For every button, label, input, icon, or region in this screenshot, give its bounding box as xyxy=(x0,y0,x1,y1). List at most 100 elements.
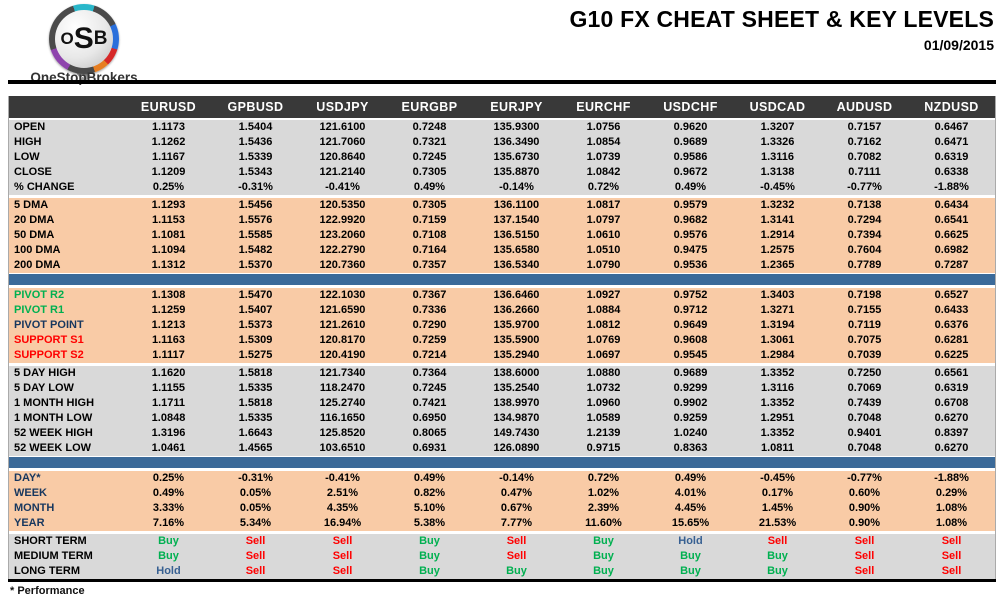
table-cell: 1.5818 xyxy=(238,367,273,379)
table-cell: 0.7162 xyxy=(847,136,882,148)
table-cell: 0.7214 xyxy=(412,349,447,361)
table-cell: 136.3490 xyxy=(493,136,540,148)
blue-divider xyxy=(9,274,995,285)
row-label: 200 DMA xyxy=(14,259,61,271)
column-header: USDCHF xyxy=(663,100,718,114)
table-cell: 0.8397 xyxy=(934,427,969,439)
column-header: EURCHF xyxy=(576,100,631,114)
table-cell: Buy xyxy=(419,565,440,577)
table-row: 20 DMA 1.1153 1.5576 122.9920 0.7159 137.1540… xyxy=(9,213,995,228)
table-row: LOW 1.1167 1.5339 120.8640 0.7245 135.6730 1.0… xyxy=(9,150,995,165)
table-cell: 1.3116 xyxy=(760,151,795,163)
masthead: G10 FX CHEAT SHEET & KEY LEVELS 01/09/20… xyxy=(569,6,994,53)
row-label: 100 DMA xyxy=(14,244,61,256)
table-cell: -0.77% xyxy=(847,472,882,484)
table-cell: 1.5339 xyxy=(238,151,273,163)
table-cell: 0.82% xyxy=(413,487,446,499)
table-cell: 1.0884 xyxy=(586,304,621,316)
table-cell: 1.2365 xyxy=(760,259,795,271)
column-header: USDJPY xyxy=(316,100,369,114)
table-cell: 0.7248 xyxy=(412,121,447,133)
table-cell: 1.3352 xyxy=(760,427,795,439)
column-header: AUDUSD xyxy=(836,100,893,114)
row-label: HIGH xyxy=(14,136,42,148)
column-header: NZDUSD xyxy=(924,100,979,114)
table-cell: 0.90% xyxy=(848,502,881,514)
table-cell: -0.45% xyxy=(760,181,795,193)
row-label: LONG TERM xyxy=(14,565,80,577)
table-cell: 0.6708 xyxy=(934,397,969,409)
table-cell: 1.1620 xyxy=(151,367,186,379)
table-cell: 0.7082 xyxy=(847,151,882,163)
logo-letter: O xyxy=(60,29,74,48)
table-cell: Buy xyxy=(158,535,179,547)
table-cell: Buy xyxy=(767,565,788,577)
table-row: DAY* 0.25% -0.31% -0.41% 0.49% -0.14% 0.72% 0.4… xyxy=(9,471,995,486)
table-cell: 120.8170 xyxy=(319,334,366,346)
table-cell: 1.0589 xyxy=(586,412,621,424)
table-cell: 0.9689 xyxy=(673,367,708,379)
table-cell: Hold xyxy=(678,535,703,547)
table-cell: 0.6338 xyxy=(934,166,969,178)
table-cell: 1.0610 xyxy=(586,229,621,241)
table-cell: 1.02% xyxy=(587,487,620,499)
row-label: OPEN xyxy=(14,121,46,133)
table-cell: 1.3232 xyxy=(760,199,795,211)
table-cell: 1.5818 xyxy=(238,397,273,409)
table-cell: 1.2575 xyxy=(760,244,795,256)
table-cell: -0.14% xyxy=(499,472,534,484)
table-cell: 1.6643 xyxy=(238,427,273,439)
row-label: PIVOT POINT xyxy=(14,319,84,331)
row-label: PIVOT R1 xyxy=(14,304,65,316)
table-row: 50 DMA 1.1081 1.5585 123.2060 0.7108 136.5150… xyxy=(9,228,995,243)
table-row: PIVOT R2 1.1308 1.5470 122.1030 0.7367 136.64… xyxy=(9,288,995,303)
table-cell: 0.6527 xyxy=(934,289,969,301)
table-cell: 137.1540 xyxy=(493,214,540,226)
row-label: 20 DMA xyxy=(14,214,55,226)
table-row: MEDIUM TERM Buy Sell Sell Buy Sell Buy Buy Buy Se… xyxy=(9,549,995,564)
table-cell: 122.1030 xyxy=(319,289,366,301)
table-cell: 0.6931 xyxy=(412,442,447,454)
table-cell: 0.25% xyxy=(152,472,185,484)
table-cell: 1.2139 xyxy=(586,427,621,439)
table-cell: 1.0739 xyxy=(586,151,621,163)
table-cell: 122.9920 xyxy=(319,214,366,226)
table-cell: Sell xyxy=(332,535,353,547)
table-cell: 0.9586 xyxy=(673,151,708,163)
table-cell: 1.0240 xyxy=(673,427,708,439)
table-cell: 0.9545 xyxy=(673,349,708,361)
table-cell: Sell xyxy=(506,535,527,547)
table-cell: 1.1081 xyxy=(151,229,186,241)
table-cell: 138.6000 xyxy=(493,367,540,379)
table-cell: 136.5150 xyxy=(493,229,540,241)
table-cell: 122.2790 xyxy=(319,244,366,256)
table-cell: -0.31% xyxy=(238,472,273,484)
section-signals: SHORT TERM Buy Sell Sell Buy Sell Buy Hold Sell S… xyxy=(9,534,995,579)
table-cell: 5.34% xyxy=(239,517,272,529)
table-cell: 5.38% xyxy=(413,517,446,529)
table-cell: 0.49% xyxy=(413,181,446,193)
table-cell: 1.3207 xyxy=(760,121,795,133)
table-cell: 1.5470 xyxy=(238,289,273,301)
table-cell: -1.88% xyxy=(934,181,969,193)
bottom-divider-rule xyxy=(8,579,996,582)
table-cell: Buy xyxy=(767,550,788,562)
table-cell: 1.5275 xyxy=(238,349,273,361)
table-cell: 0.7439 xyxy=(847,397,882,409)
table-row: HIGH 1.1262 1.5436 121.7060 0.7321 136.3490 1.… xyxy=(9,135,995,150)
table-row: 52 WEEK LOW 1.0461 1.4565 103.6510 0.6931 126… xyxy=(9,441,995,456)
table-cell: 1.45% xyxy=(761,502,794,514)
table-cell: 0.9475 xyxy=(673,244,708,256)
row-label: 5 DAY LOW xyxy=(14,382,74,394)
table-cell: 0.47% xyxy=(500,487,533,499)
table-cell: 1.5373 xyxy=(238,319,273,331)
table-cell: Sell xyxy=(854,535,875,547)
table-cell: 0.9902 xyxy=(673,397,708,409)
table-cell: 0.6270 xyxy=(934,442,969,454)
table-cell: 0.72% xyxy=(587,472,620,484)
table-cell: -0.77% xyxy=(847,181,882,193)
table-cell: 1.0461 xyxy=(151,442,186,454)
table-cell: 0.7336 xyxy=(412,304,447,316)
table-cell: 3.33% xyxy=(152,502,185,514)
table-row: % CHANGE 0.25% -0.31% -0.41% 0.49% -0.14% 0.72… xyxy=(9,180,995,195)
